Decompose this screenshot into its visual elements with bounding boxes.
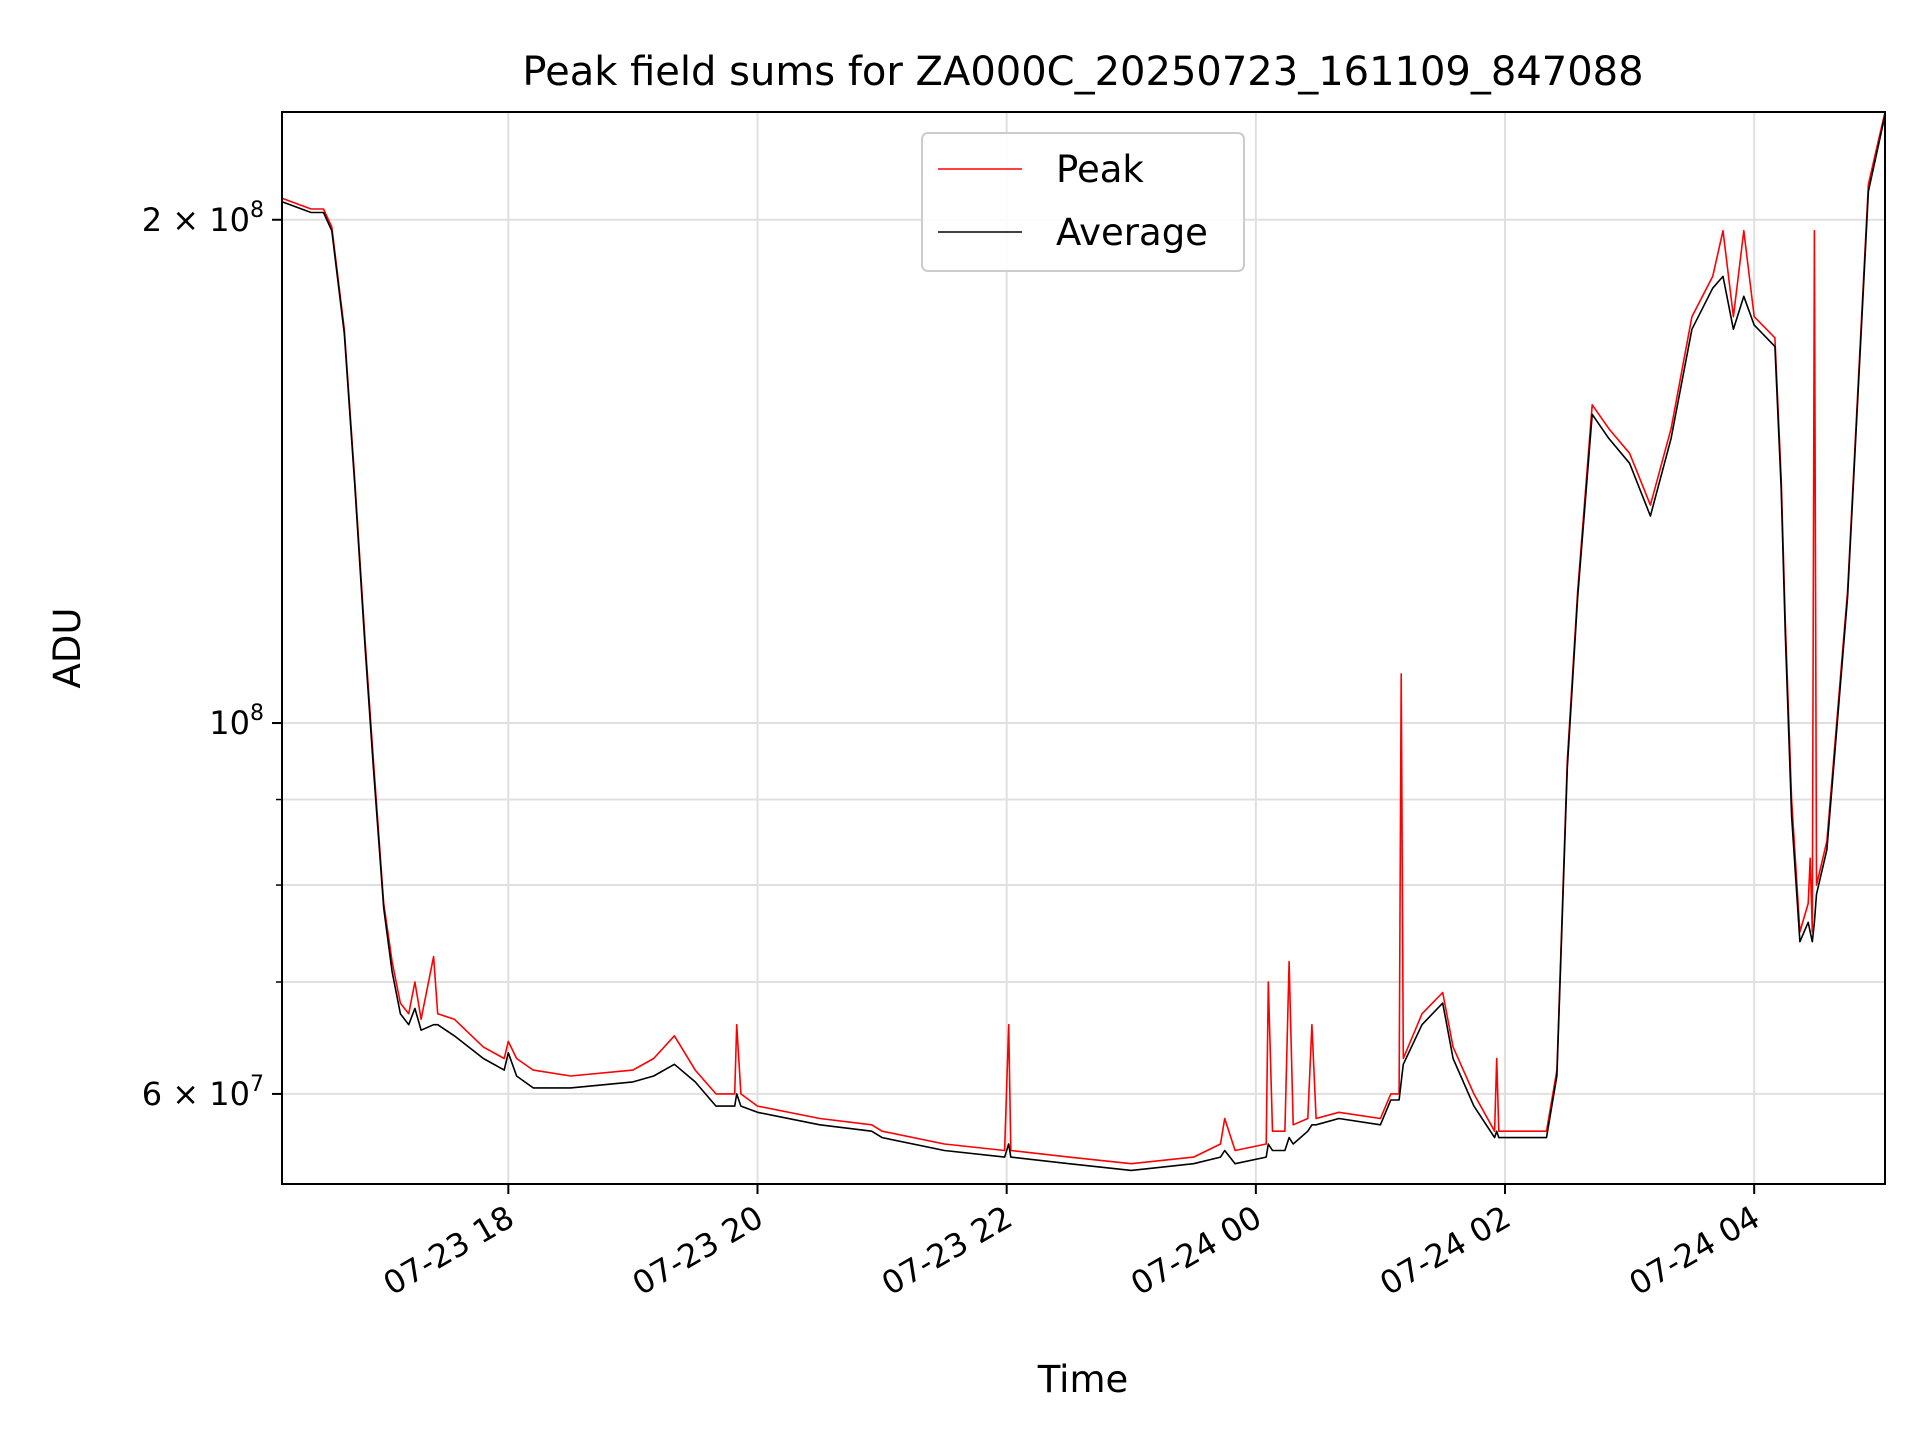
y-tick-label: 6 × 107: [142, 1072, 264, 1113]
chart-title: Peak field sums for ZA000C_20250723_1611…: [522, 49, 1643, 95]
y-tick-label: 2 × 108: [142, 198, 264, 239]
series-line-average: [281, 114, 1886, 1172]
series-line-peak: [281, 111, 1886, 1165]
plot-frame: [281, 111, 1886, 1185]
grid-lines: [282, 112, 1885, 1184]
legend-box: [921, 132, 1245, 272]
y-axis-label: ADU: [46, 608, 89, 689]
x-axis-label: Time: [1037, 1358, 1129, 1401]
legend-label-average: Average: [1056, 211, 1208, 254]
y-tick-label: 108: [209, 701, 264, 742]
legend: Peak Average: [921, 132, 1245, 272]
plot-series: [281, 111, 1886, 1172]
legend-label-peak: Peak: [1056, 148, 1144, 191]
